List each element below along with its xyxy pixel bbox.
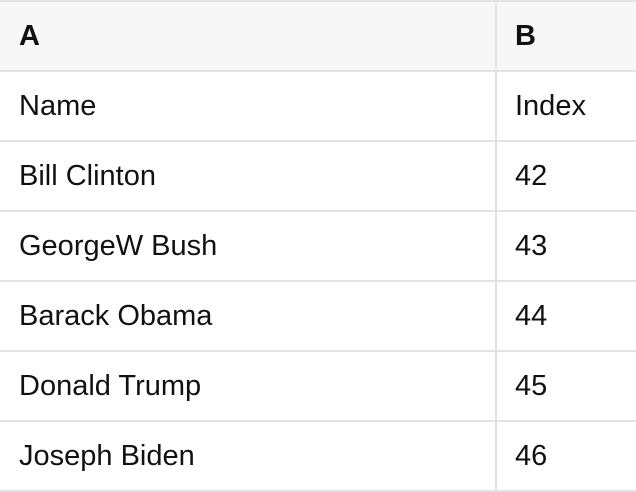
table-cell-name[interactable]: Donald Trump — [0, 352, 497, 420]
column-header-row: A B — [0, 2, 636, 72]
table-cell-index[interactable]: 45 — [515, 369, 548, 402]
table-row: Barack Obama 44 — [0, 282, 636, 352]
column-header-b[interactable]: B — [515, 19, 536, 52]
table-cell-index[interactable]: Index — [515, 89, 586, 122]
table-cell-index[interactable]: 43 — [515, 229, 548, 262]
table-cell-name[interactable]: Bill Clinton — [0, 142, 497, 210]
table-cell-index[interactable]: 46 — [515, 439, 548, 472]
column-header-a[interactable]: A — [0, 2, 497, 70]
table-cell-name[interactable]: Name — [0, 72, 497, 140]
table-cell-name[interactable]: Joseph Biden — [0, 422, 497, 490]
table-body: Name Index Bill Clinton 42 GeorgeW Bush … — [0, 72, 636, 492]
table-row: Joseph Biden 46 — [0, 422, 636, 492]
table-row: Bill Clinton 42 — [0, 142, 636, 212]
table-cell-name[interactable]: GeorgeW Bush — [0, 212, 497, 280]
table-cell-index[interactable]: 44 — [515, 299, 548, 332]
table-cell-name[interactable]: Barack Obama — [0, 282, 497, 350]
table-row: Donald Trump 45 — [0, 352, 636, 422]
table-cell-index[interactable]: 42 — [515, 159, 548, 192]
table-row: GeorgeW Bush 43 — [0, 212, 636, 282]
table-row: Name Index — [0, 72, 636, 142]
